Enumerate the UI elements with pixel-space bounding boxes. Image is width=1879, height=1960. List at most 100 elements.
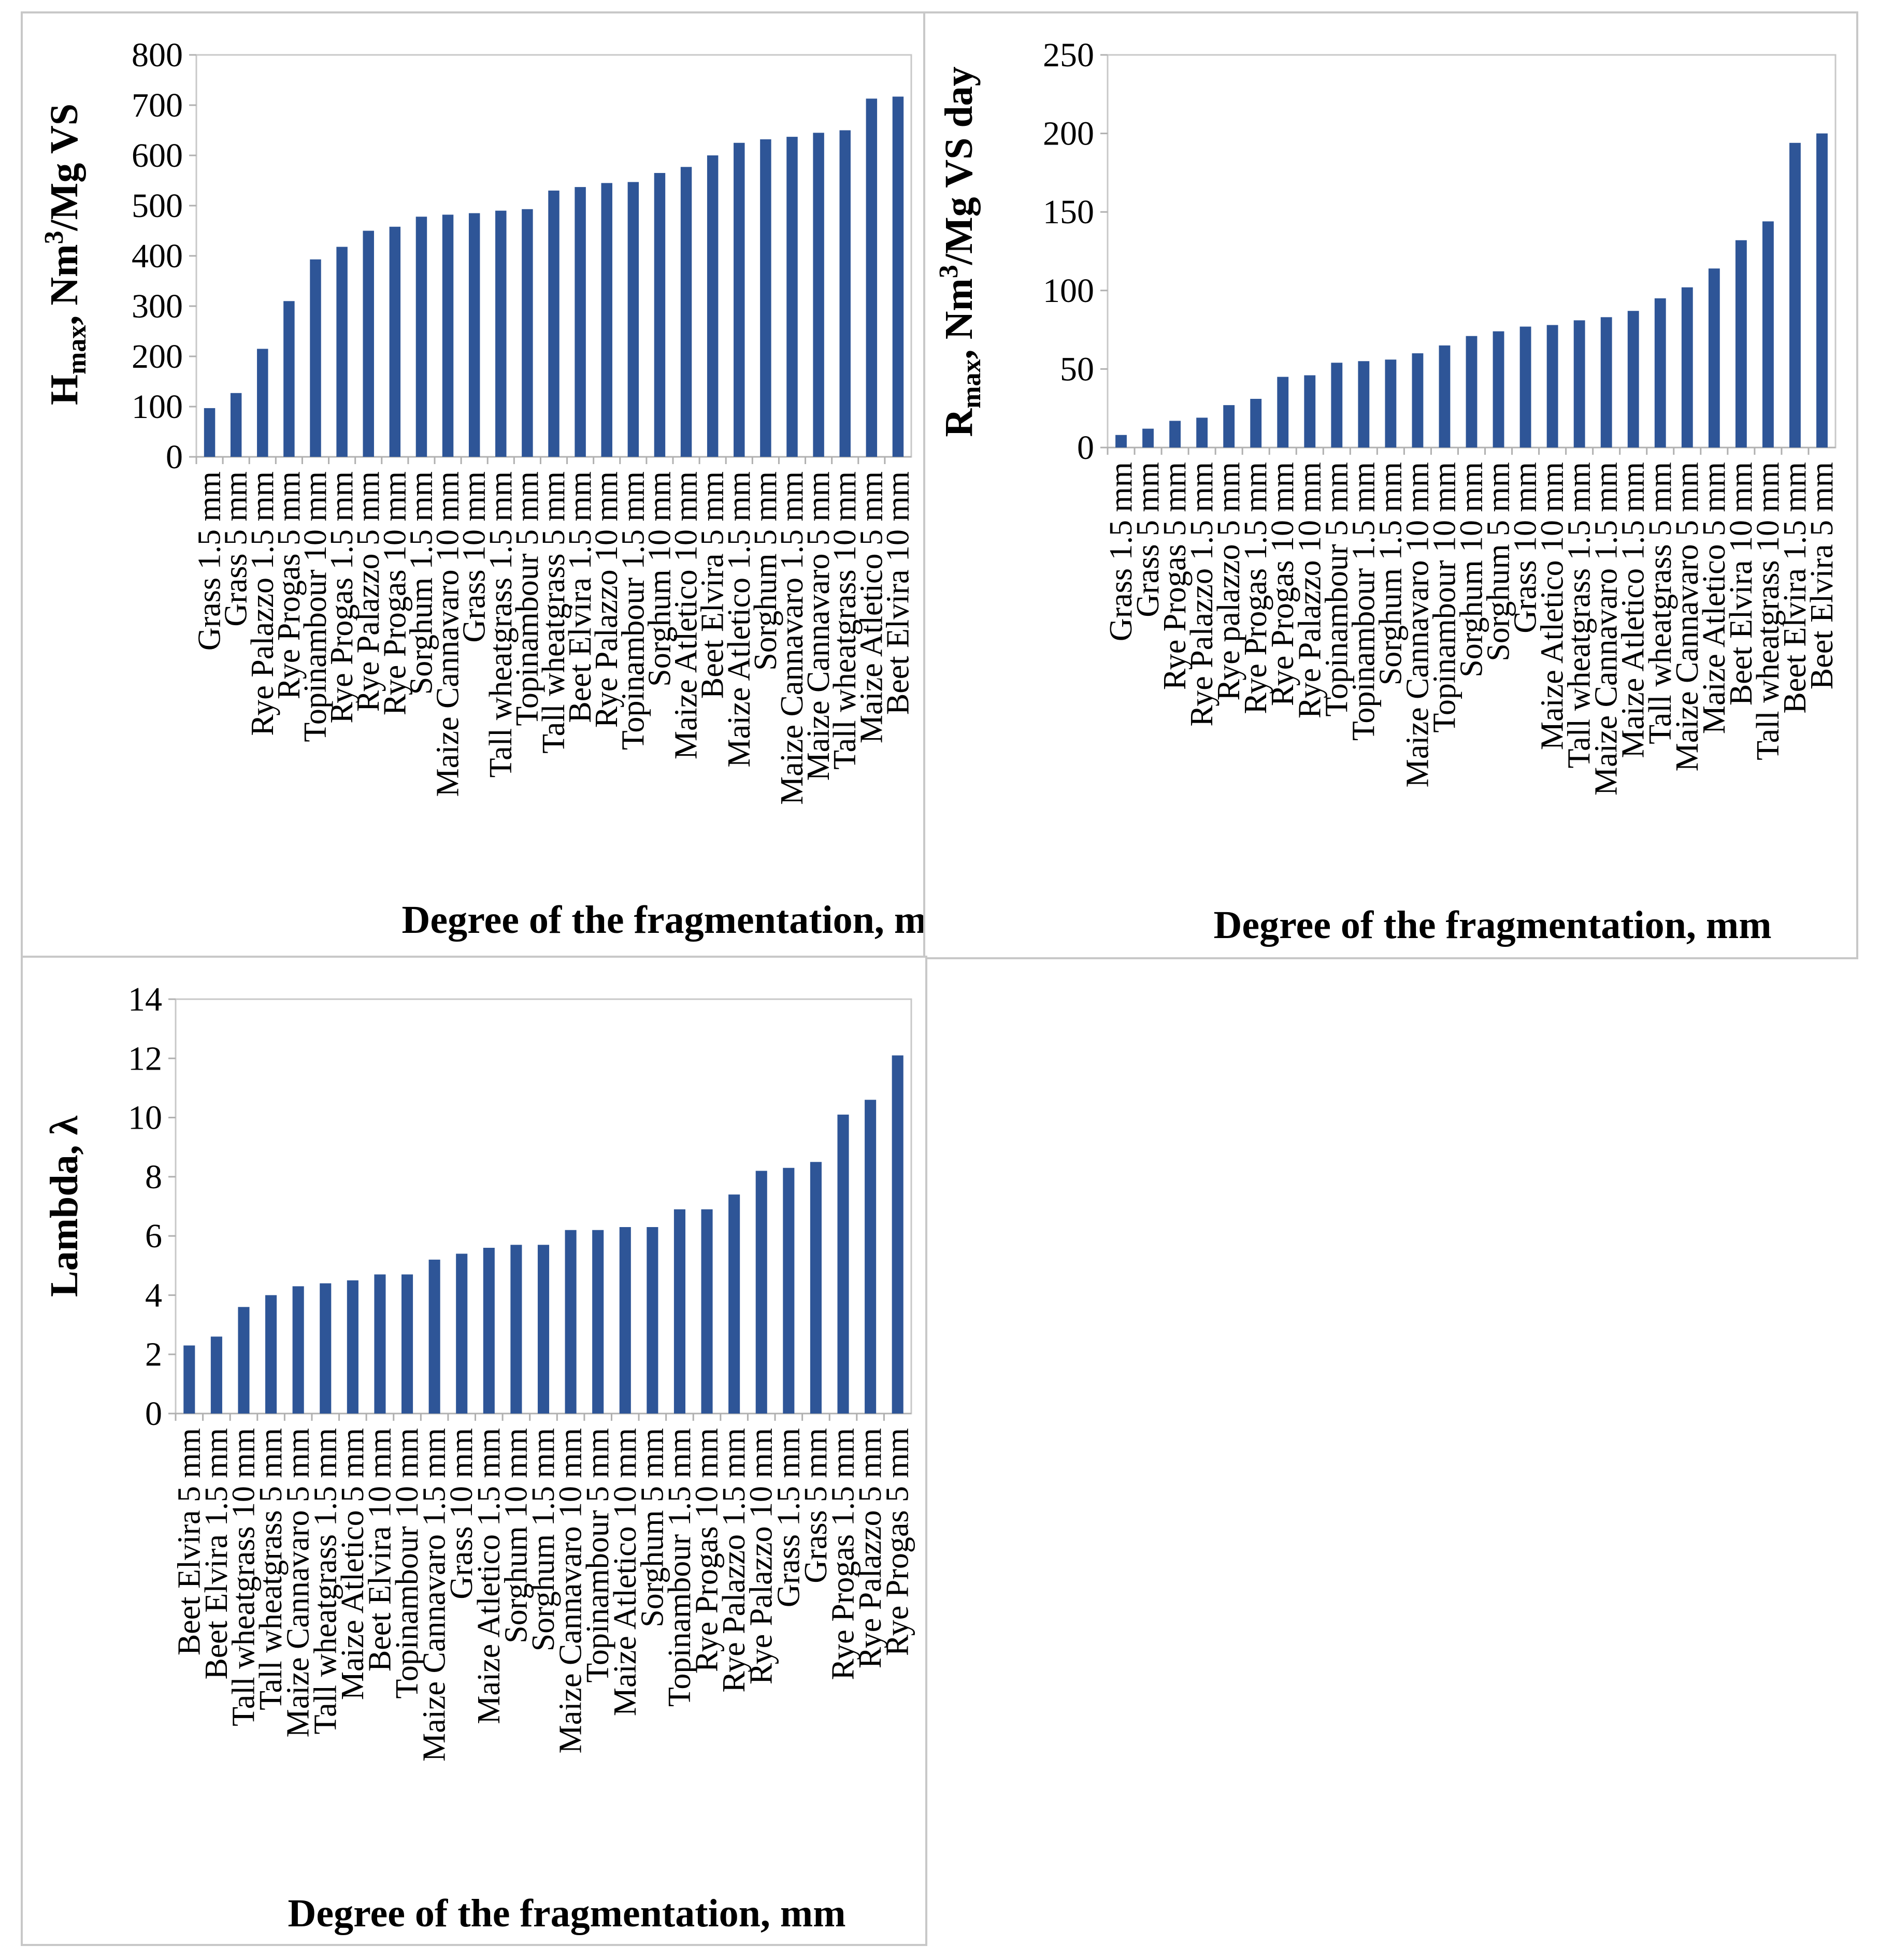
bar (673, 1209, 686, 1414)
x-category-label: Rye Palazzo 10 mm (1292, 462, 1327, 718)
x-category-label: Maize Cannavaro 5 mm (801, 471, 836, 781)
bar (336, 247, 348, 457)
bar (1573, 320, 1585, 448)
bar (654, 172, 666, 457)
y-tick-label: 12 (128, 1040, 162, 1077)
x-category-label: Maize Cannavaro 1.5 mm (1589, 462, 1624, 796)
x-category-label: Rye Progas 5 mm (271, 471, 307, 699)
x-category-label: Rye Progas 1.5 mm (324, 471, 360, 724)
x-category-label: Maize Atletico 10 mm (1535, 462, 1570, 750)
y-tick-label: 400 (132, 237, 183, 275)
bar (892, 96, 904, 457)
bar (183, 1345, 195, 1414)
bar (1412, 353, 1424, 448)
y-tick-label: 2 (145, 1336, 162, 1374)
y-tick-label: 200 (132, 338, 183, 376)
bar (813, 133, 824, 457)
y-tick-label: 10 (128, 1099, 162, 1137)
x-category-label: Topinambour 5 mm (510, 471, 545, 726)
bar (320, 1283, 332, 1414)
y-tick-label: 800 (132, 36, 183, 74)
x-category-label: Tall wheatgrass 1.5 mm (483, 471, 519, 777)
x-category-label: Rye palazzo 5 mm (1211, 462, 1246, 701)
x-category-label: Topinambour 5 mm (1319, 462, 1354, 717)
x-category-label: Grass 10 mm (457, 471, 492, 643)
x-category-label: Maize Cannavaro 10 mm (1400, 462, 1435, 787)
x-category-label: Maize Atletico 1.5 mm (471, 1428, 507, 1724)
bar (1385, 359, 1397, 448)
x-category-label: Rye Progas 10 mm (377, 471, 412, 715)
y-tick-label: 4 (145, 1276, 162, 1314)
x-category-label: Maize Atletico 5 mm (335, 1428, 370, 1700)
x-category-label: Grass 5 mm (219, 471, 254, 627)
bar (1277, 377, 1289, 448)
bar (522, 209, 533, 457)
x-category-label: Sorghum 5 mm (635, 1428, 670, 1627)
x-category-label: Maize Atletico 5 mm (854, 471, 889, 743)
y-tick-label: 150 (1043, 193, 1094, 231)
y-tick-label: 500 (132, 187, 183, 225)
y-tick-label: 250 (1043, 36, 1094, 74)
bar (837, 1114, 849, 1414)
bar (495, 210, 507, 457)
bar (760, 139, 771, 457)
x-category-label: Grass 10 mm (1508, 462, 1543, 633)
bar (1466, 336, 1478, 448)
x-category-label: Beet Elvira 1.5 mm (1777, 462, 1813, 714)
y-axis-title: Lambda, λ (42, 1115, 86, 1297)
bar (1169, 421, 1181, 448)
x-category-label: Maize Atletico 10 mm (669, 471, 704, 759)
x-category-label: Maize Cannavaro 5 mm (281, 1428, 316, 1737)
bar (1735, 240, 1747, 448)
x-category-label: Beet Elvira 10 mm (362, 1428, 397, 1671)
x-category-label: Grass 5 mm (798, 1428, 834, 1583)
bar (892, 1055, 903, 1414)
bar (468, 213, 480, 457)
bar (374, 1274, 386, 1414)
x-category-label: Sorghum 1.5 mm (404, 471, 439, 695)
x-category-label: Rye Progas 10 mm (1265, 462, 1300, 706)
bar (1627, 311, 1639, 448)
y-tick-label: 100 (1043, 272, 1094, 310)
x-category-label: Topinambour 1.5 mm (1346, 462, 1381, 741)
bar (363, 230, 374, 457)
bar (238, 1307, 250, 1414)
x-category-label: Tall wheatgrass 5 mm (536, 471, 571, 754)
x-category-label: Maize Atletico 5 mm (1697, 462, 1732, 734)
bar (783, 1168, 795, 1414)
x-axis-title: Degree of the fragmentation, mm (401, 898, 929, 942)
x-category-label: Grass 1.5 mm (1103, 462, 1139, 641)
bar (701, 1209, 713, 1414)
chart-panel-lambda: 0 2 4 6 8 10 12 14 Beet Elvira 5 mm Beet Elvira 1… (21, 956, 927, 1946)
bar (1223, 405, 1235, 448)
x-category-label: Rye Palazzo 10 mm (589, 471, 624, 728)
chart-panel-rmax: 0 50 100 150 200 250 Grass 1.5 mm Grass 5 mm Rye… (923, 11, 1858, 959)
bar (601, 183, 612, 457)
x-category-label: Topinambour 10 mm (298, 471, 333, 742)
x-category-label: Beet Elvira 1.5 mm (563, 471, 598, 723)
x-category-label: Grass 1.5 mm (192, 471, 227, 651)
x-category-label: Sorghum 5 mm (1481, 462, 1516, 661)
x-category-label: Topinambour 1.5 mm (615, 471, 651, 750)
x-category-label: Tall wheatgrass 5 mm (1643, 462, 1678, 744)
bar (592, 1230, 604, 1414)
x-category-label: Tall wheatgrass 1.5 mm (1562, 462, 1597, 768)
bar (1493, 331, 1504, 448)
bar (565, 1230, 577, 1414)
y-tick-label: 8 (145, 1158, 162, 1196)
x-category-label: Rye Palazzo 5 mm (853, 1428, 888, 1668)
bar (707, 155, 719, 457)
x-category-label: Rye Progas 5 mm (1157, 462, 1193, 690)
y-tick-label: 700 (132, 87, 183, 124)
x-category-label: Rye Palazzo 1.5 mm (716, 1428, 752, 1693)
x-category-label: Sorghum 10 mm (1454, 462, 1489, 678)
bar (204, 408, 216, 457)
y-tick-label: 14 (128, 981, 162, 1018)
x-category-label: Rye Progas 5 mm (880, 1428, 915, 1656)
bar (728, 1194, 740, 1414)
x-category-label: Grass 1.5 mm (771, 1428, 806, 1607)
bar (810, 1162, 822, 1414)
x-category-label: Maize Atletico 1.5 mm (1616, 462, 1651, 758)
